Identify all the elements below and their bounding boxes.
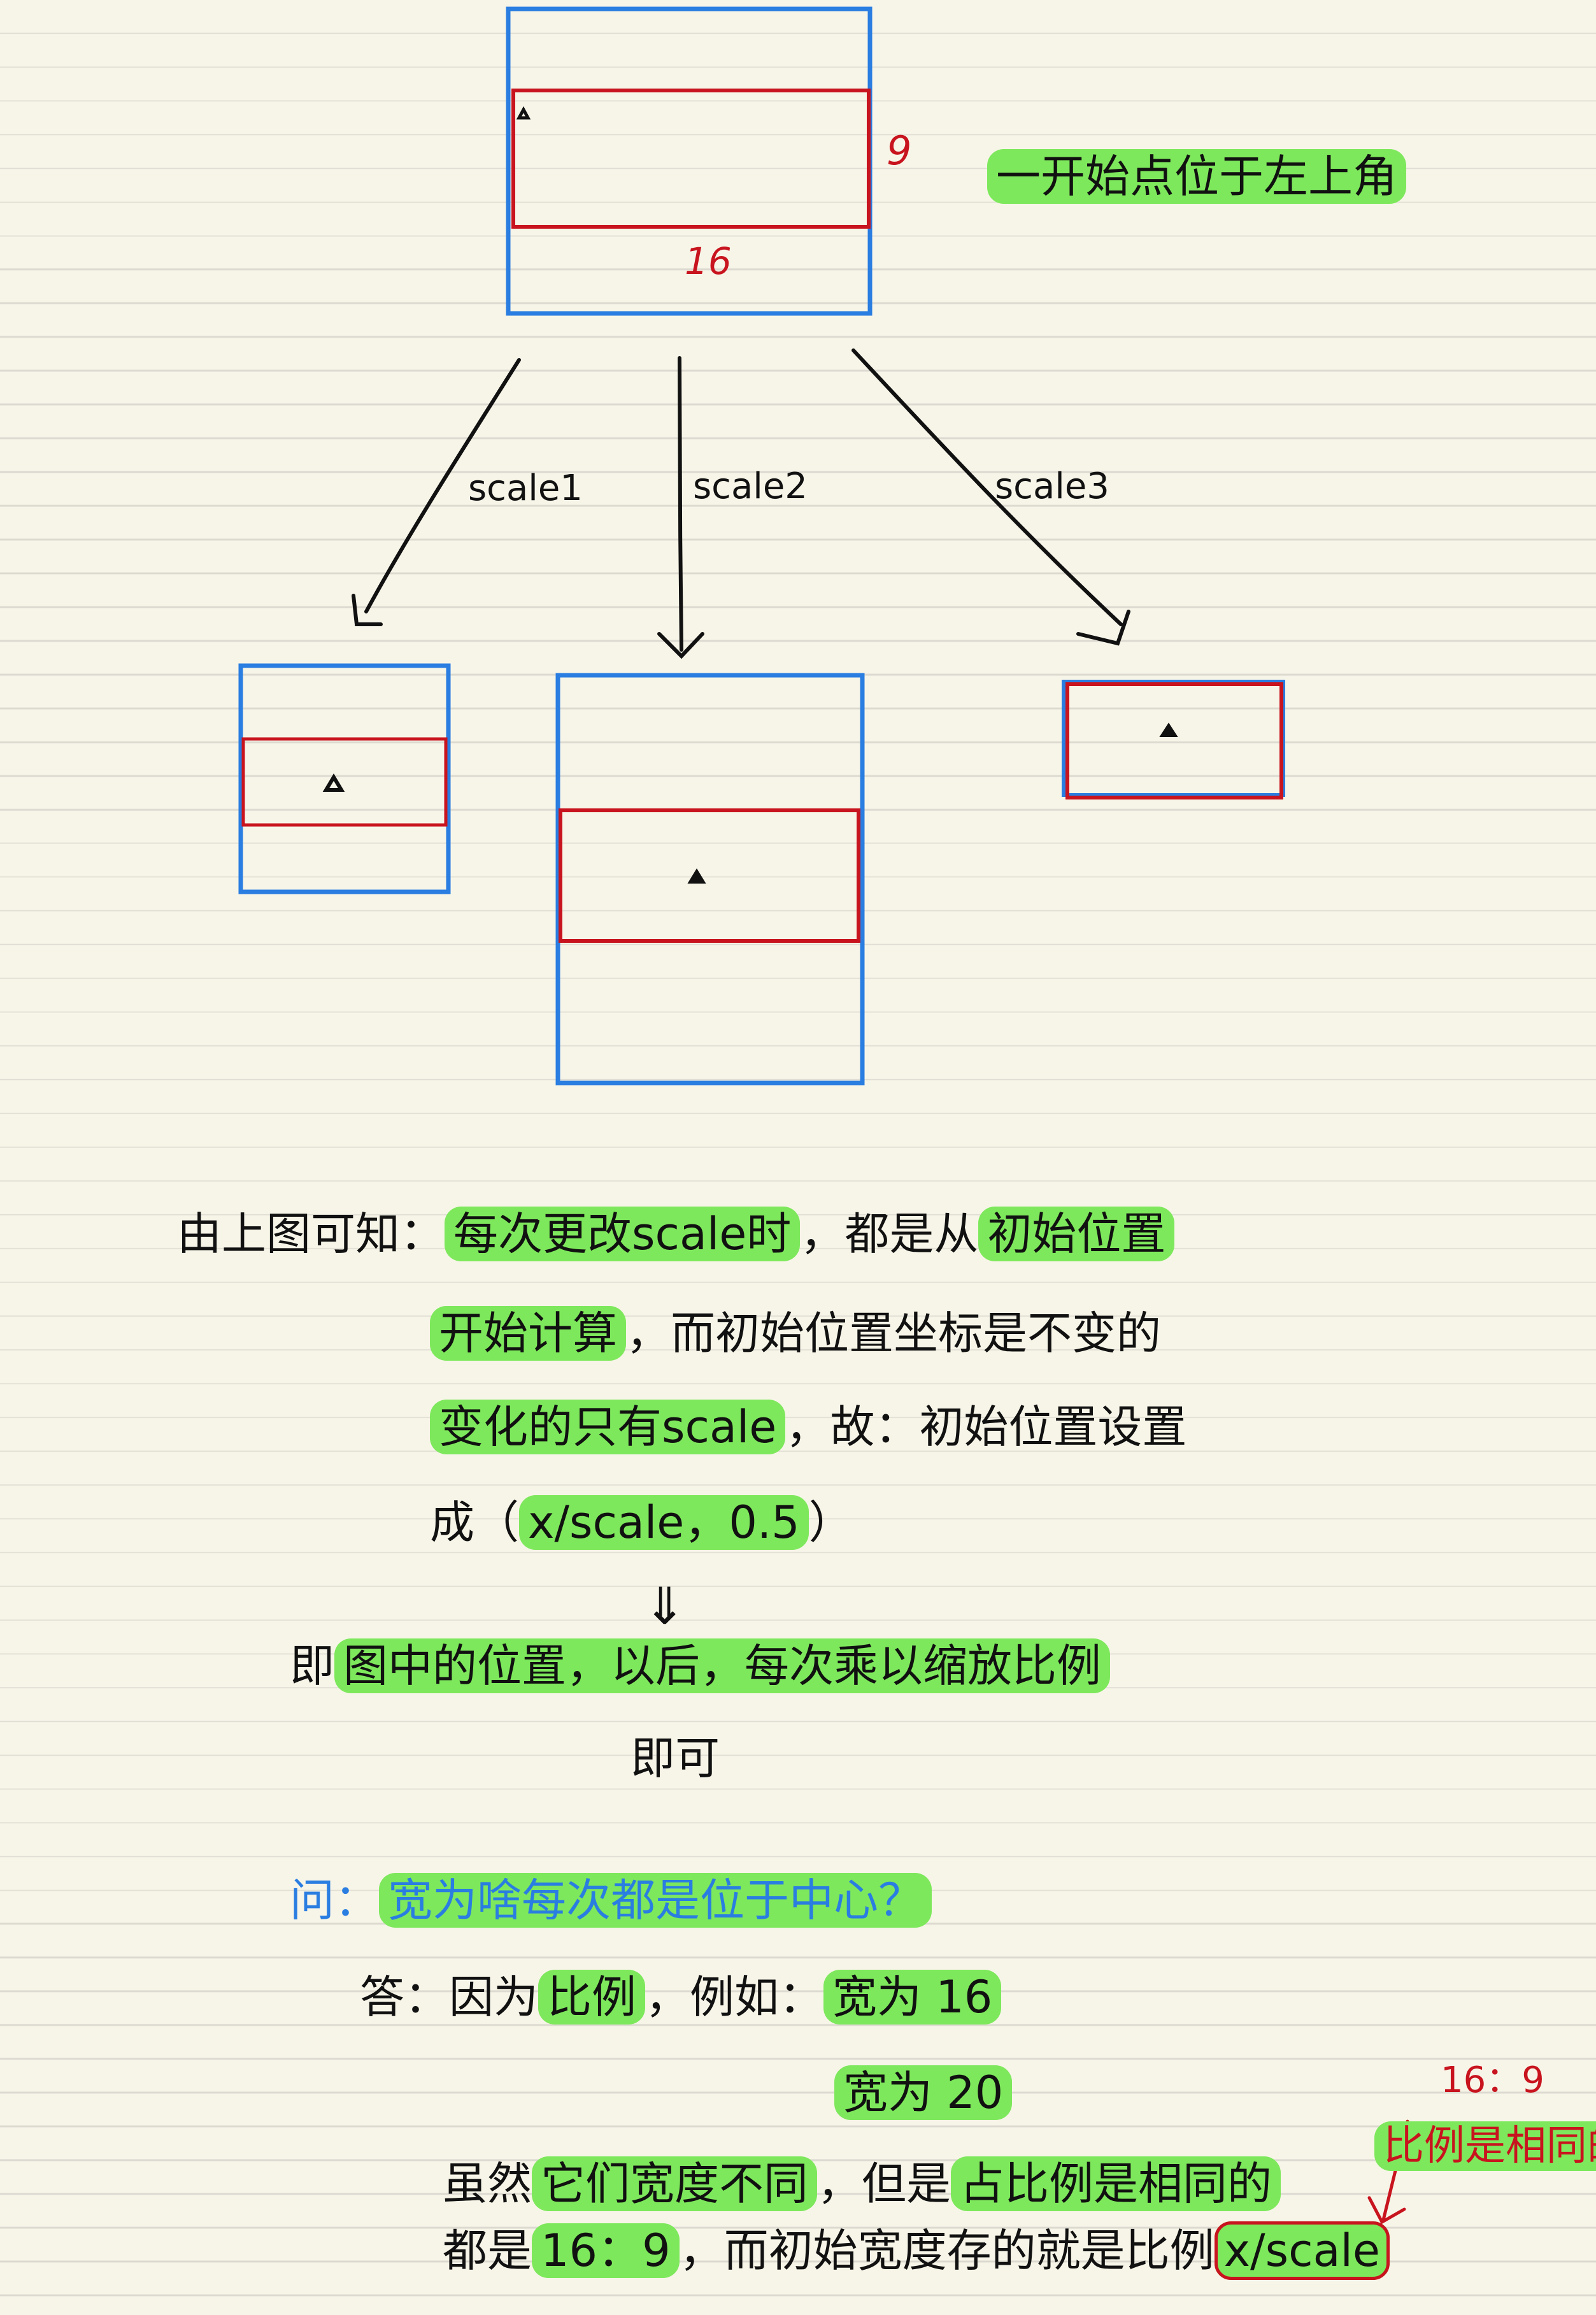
scale3-rectangle: [1062, 680, 1285, 799]
answer-line-2: 宽为 20: [834, 2064, 1013, 2122]
arrows: [352, 348, 1130, 659]
notes-line-3: 变化的只有scale ，故：初始位置设置: [430, 1398, 1186, 1456]
notes-line-3-highlight: 变化的只有scale: [430, 1400, 786, 1454]
notes-line-2-text: ，而初始位置坐标是不变的: [626, 1307, 1161, 1359]
notes-line-3-text: ，故：初始位置设置: [785, 1401, 1187, 1453]
scale3-red-box: [1065, 682, 1283, 799]
scale2-red-box: [559, 808, 860, 943]
notes-line-6-text: 即可: [631, 1732, 720, 1784]
answer-line-4-highlight: 16：9: [532, 2223, 680, 2278]
notes-line-2-highlight: 开始计算: [430, 1306, 626, 1361]
notes-down-arrow: ⇓: [643, 1573, 686, 1640]
arrow-label-scale3: scale3: [995, 466, 1109, 507]
scale1-blue-box: [238, 663, 451, 894]
side-note: 比例是相同的: [1374, 2120, 1596, 2173]
answer-line-1-highlight-b: 宽为 16: [823, 1970, 1002, 2025]
scale1-marker: [322, 773, 345, 792]
scale2-marker: [687, 868, 706, 884]
scale1-red-box: [241, 737, 448, 827]
note-initial-position: 一开始点位于左上角: [987, 148, 1406, 206]
question-highlight: 宽为啥每次都是位于中心？: [379, 1873, 932, 1928]
answer-line-3-text-b: ，但是: [817, 2158, 951, 2210]
answer-line-1-text-a: 答：因为: [360, 1971, 538, 2023]
notes-line-5-highlight: 图中的位置，以后，每次乘以缩放比例: [334, 1638, 1110, 1693]
top-red-box: [511, 89, 871, 229]
height-label: 9: [887, 127, 911, 174]
answer-line-4-text-b: ，而初始宽度存的就是比例: [679, 2225, 1215, 2277]
notes-line-5-text: 即: [290, 1640, 334, 1692]
notes-line-1-text-a: 由上图可知：: [177, 1208, 445, 1260]
answer-line-4-text-a: 都是: [443, 2225, 532, 2277]
scale3-blue-box: [1062, 680, 1285, 797]
scale1-rectangle: [238, 663, 451, 894]
arrow-scale1-head: [352, 594, 383, 626]
notes-line-1-highlight-a: 每次更改scale时: [445, 1207, 801, 1261]
notes-line-1-text-b: ，都是从: [800, 1208, 979, 1260]
notes-line-1: 由上图可知： 每次更改scale时 ，都是从 初始位置: [177, 1205, 1175, 1263]
arrow-label-scale2: scale2: [693, 466, 808, 507]
arrow-scale3-head: [1076, 610, 1130, 646]
arrow-scale3: [851, 348, 1123, 626]
notes-line-4-text-a: 成（: [430, 1496, 519, 1549]
side-ratio: 16：9: [1441, 2058, 1544, 2104]
down-arrow-icon: ⇓: [643, 1577, 687, 1636]
arrow-scale1: [364, 358, 521, 613]
notes-line-2: 开始计算 ，而初始位置坐标是不变的: [430, 1305, 1161, 1363]
arrow-scale2: [678, 356, 683, 652]
answer-line-1-highlight-a: 比例: [538, 1970, 645, 2025]
notes-line-4: 成（ x/scale，0.5）: [430, 1494, 853, 1552]
answer-line-4-boxed: x/scale: [1214, 2221, 1390, 2280]
side-note-highlight: 比例是相同的: [1374, 2121, 1596, 2171]
notes-line-4-text-b: ）: [808, 1496, 853, 1549]
answer-line-3-highlight-a: 它们宽度不同: [532, 2156, 817, 2211]
notes-line-4-highlight: x/scale，0.5: [519, 1495, 809, 1550]
side-ratio-text: 16：9: [1441, 2060, 1544, 2101]
arrow-scale2-head: [657, 632, 704, 659]
answer-line-3-highlight-b: 占比例是相同的: [951, 2156, 1281, 2211]
top-rectangle: 9 16: [506, 6, 911, 316]
scale2-rectangle: [555, 673, 865, 1086]
top-marker: [516, 106, 531, 120]
answer-line-3: 虽然 它们宽度不同 ，但是 占比例是相同的: [443, 2155, 1281, 2213]
question-label: 问：: [290, 1874, 379, 1926]
scale3-marker: [1159, 722, 1178, 737]
arrow-label-scale1: scale1: [468, 468, 583, 509]
notes-line-6: 即可: [631, 1730, 720, 1788]
notes-line-5: 即图中的位置，以后，每次乘以缩放比例: [290, 1637, 1110, 1695]
answer-line-3-text-a: 虽然: [443, 2158, 532, 2210]
answer-line-4: 都是 16：9 ，而初始宽度存的就是比例 x/scale: [443, 2221, 1390, 2280]
answer-line-1: 答：因为 比例 ，例如： 宽为 16: [360, 1968, 1002, 2026]
scale2-blue-box: [555, 673, 865, 1086]
note-initial-highlight: 一开始点位于左上角: [987, 149, 1406, 204]
answer-line-2-highlight: 宽为 20: [834, 2065, 1013, 2120]
width-label: 16: [685, 240, 732, 283]
answer-line-1-text-b: ，例如：: [645, 1971, 823, 2023]
notes-line-1-highlight-b: 初始位置: [978, 1207, 1175, 1261]
question-line: 问： 宽为啥每次都是位于中心？: [290, 1872, 932, 1930]
